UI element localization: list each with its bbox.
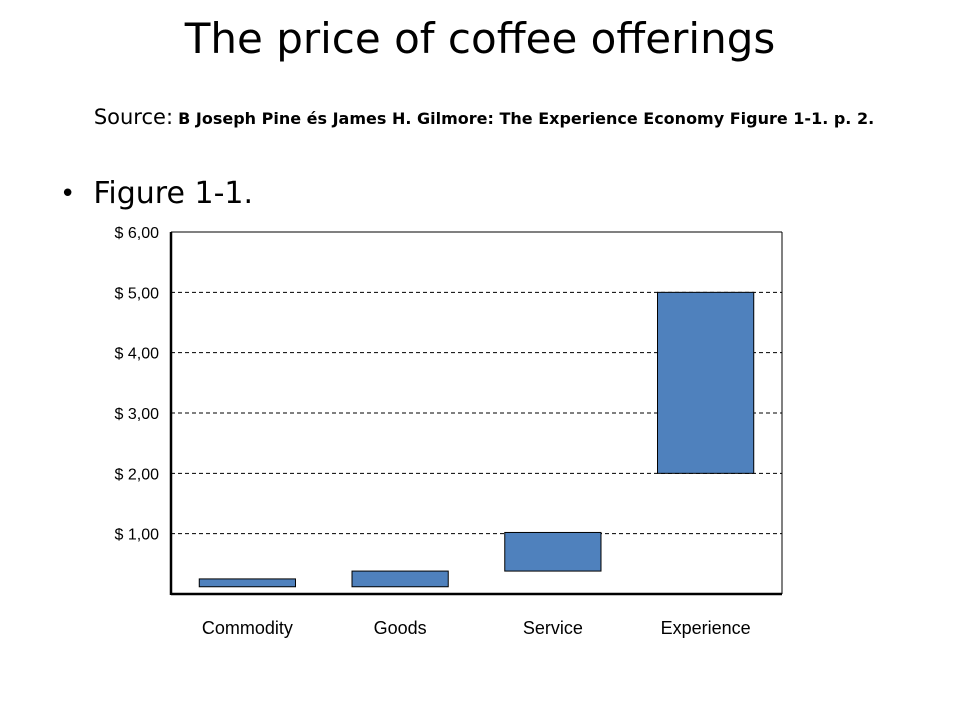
y-tick-label: $ 1,00	[115, 527, 160, 544]
x-category-label: Commodity	[202, 618, 293, 638]
bullet-item: • Figure 1-1.	[60, 176, 253, 211]
source-citation: Source: B Joseph Pine és James H. Gilmor…	[64, 100, 904, 136]
y-tick-label: $ 2,00	[115, 466, 160, 483]
bar	[351, 570, 449, 588]
y-tick-label: $ 4,00	[115, 346, 160, 363]
bullet-dot-icon: •	[60, 178, 76, 209]
y-tick-label: $ 3,00	[115, 406, 160, 423]
bar	[504, 531, 602, 572]
source-label: Source:	[93, 105, 174, 129]
y-tick-label: $ 5,00	[115, 285, 160, 302]
bullet-text: Figure 1-1.	[93, 176, 254, 211]
bar	[657, 291, 755, 474]
slide-title: The price of coffee offerings	[184, 14, 776, 63]
bar	[198, 578, 296, 588]
x-category-label: Experience	[661, 618, 751, 638]
x-category-label: Goods	[374, 618, 427, 638]
x-category-label: Service	[523, 618, 583, 638]
source-text: B Joseph Pine és James H. Gilmore: The E…	[178, 109, 875, 128]
y-tick-label: $ 6,00	[115, 225, 160, 242]
